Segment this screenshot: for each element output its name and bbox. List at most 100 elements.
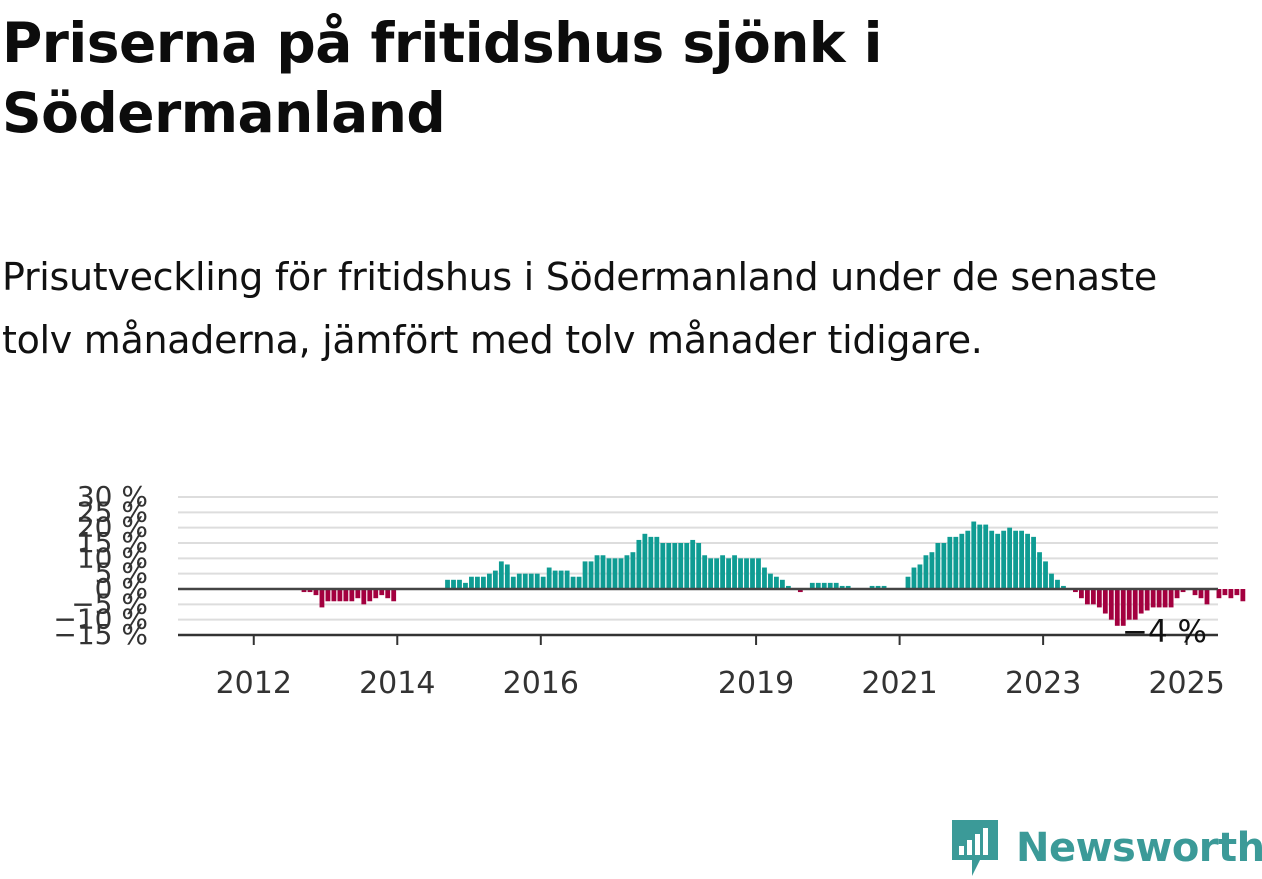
data-bar (630, 552, 636, 589)
data-bar (1132, 589, 1138, 620)
data-bar (349, 589, 355, 602)
data-bar (720, 555, 725, 589)
data-bar (582, 561, 588, 589)
data-bar (1150, 589, 1156, 608)
data-bar (911, 567, 917, 589)
newsworthy-logo-icon (952, 820, 998, 876)
data-bar (558, 570, 564, 589)
data-bar (1156, 589, 1162, 608)
data-bar (1192, 589, 1198, 596)
data-bar (953, 536, 959, 589)
data-bar (905, 576, 911, 589)
data-bar (1090, 589, 1096, 605)
data-bar (361, 589, 367, 605)
y-tick-label: 5 % (95, 557, 148, 590)
data-bar (1138, 589, 1144, 614)
data-bar (744, 558, 749, 589)
data-bar (379, 589, 385, 596)
data-bar (594, 555, 600, 589)
data-bar (690, 539, 696, 589)
data-bar (845, 585, 851, 589)
data-bar (929, 552, 935, 589)
data-bar (385, 589, 391, 599)
y-tick-label: 25 % (77, 495, 148, 528)
data-bar (331, 589, 337, 602)
data-bar (1114, 589, 1120, 626)
x-tick-label: 2014 (359, 666, 435, 701)
data-bar (774, 576, 779, 589)
data-bar (1025, 533, 1030, 589)
data-bar (481, 576, 486, 589)
data-bar (923, 555, 929, 589)
x-tick-label: 2023 (1005, 666, 1081, 701)
data-bar (971, 521, 977, 589)
data-bar (827, 582, 833, 589)
data-bar (797, 589, 803, 593)
data-bar (947, 536, 953, 589)
bars (178, 521, 1246, 626)
data-bar (762, 567, 767, 589)
data-bar (702, 555, 708, 589)
data-bar (1216, 589, 1222, 599)
data-bar (959, 533, 965, 589)
data-bar (1102, 589, 1108, 614)
data-bar (546, 567, 552, 589)
data-bar (881, 585, 887, 589)
data-bar (1162, 589, 1168, 608)
chart-subtitle: Prisutveckling för fritidshus i Söderman… (2, 255, 1157, 362)
data-bar (995, 533, 1001, 589)
data-bar (875, 585, 881, 589)
data-bar (457, 579, 462, 589)
data-bar (636, 539, 642, 589)
data-bar (1174, 589, 1180, 599)
data-bar (492, 570, 498, 589)
data-bar (1144, 589, 1150, 611)
data-bar (588, 561, 594, 589)
data-bar (564, 570, 570, 589)
data-bar (1198, 589, 1204, 599)
data-bar (516, 573, 522, 589)
data-bar (451, 579, 456, 589)
data-bar (498, 561, 504, 589)
data-bar (1073, 589, 1078, 593)
data-bar (600, 555, 606, 589)
data-bar (534, 573, 540, 589)
bar-chart: 30 %25 %20 %15 %10 %5 %0 %−5 %−10 %−15 %… (53, 480, 1246, 701)
data-bar (726, 558, 731, 589)
x-tick-label: 2021 (861, 666, 937, 701)
data-bar (666, 543, 672, 589)
data-bar (1108, 589, 1114, 620)
data-bar (373, 589, 379, 599)
data-bar (504, 564, 510, 589)
data-bar (965, 530, 971, 589)
data-bar (815, 582, 821, 589)
y-axis-ticks: 30 %25 %20 %15 %10 %5 %0 %−5 %−10 %−15 % (53, 480, 148, 651)
data-bar (1084, 589, 1090, 605)
data-bar (917, 564, 923, 589)
data-bar (1204, 589, 1210, 605)
x-tick-label: 2016 (503, 666, 579, 701)
data-bar (313, 589, 319, 596)
y-tick-label: 20 % (77, 511, 148, 544)
data-bar (989, 530, 995, 589)
data-bar (684, 543, 690, 589)
data-bar (1228, 589, 1234, 599)
data-bar (869, 585, 875, 589)
data-bar (1055, 579, 1060, 589)
data-bar (785, 585, 791, 589)
data-bar (463, 582, 468, 589)
data-bar (732, 555, 737, 589)
logo-text: Newsworthy (1016, 825, 1262, 871)
data-bar (833, 582, 839, 589)
data-bar (809, 582, 815, 589)
data-bar (642, 533, 648, 589)
data-bar (1240, 589, 1246, 602)
data-bar (475, 576, 480, 589)
data-bar (1222, 589, 1228, 596)
data-bar (391, 589, 397, 602)
data-bar (738, 558, 743, 589)
data-bar (660, 543, 666, 589)
x-axis: 2012 2014 2016 2019 2021 2023 2025 (178, 633, 1225, 701)
data-bar (343, 589, 349, 602)
data-bar (1096, 589, 1102, 608)
